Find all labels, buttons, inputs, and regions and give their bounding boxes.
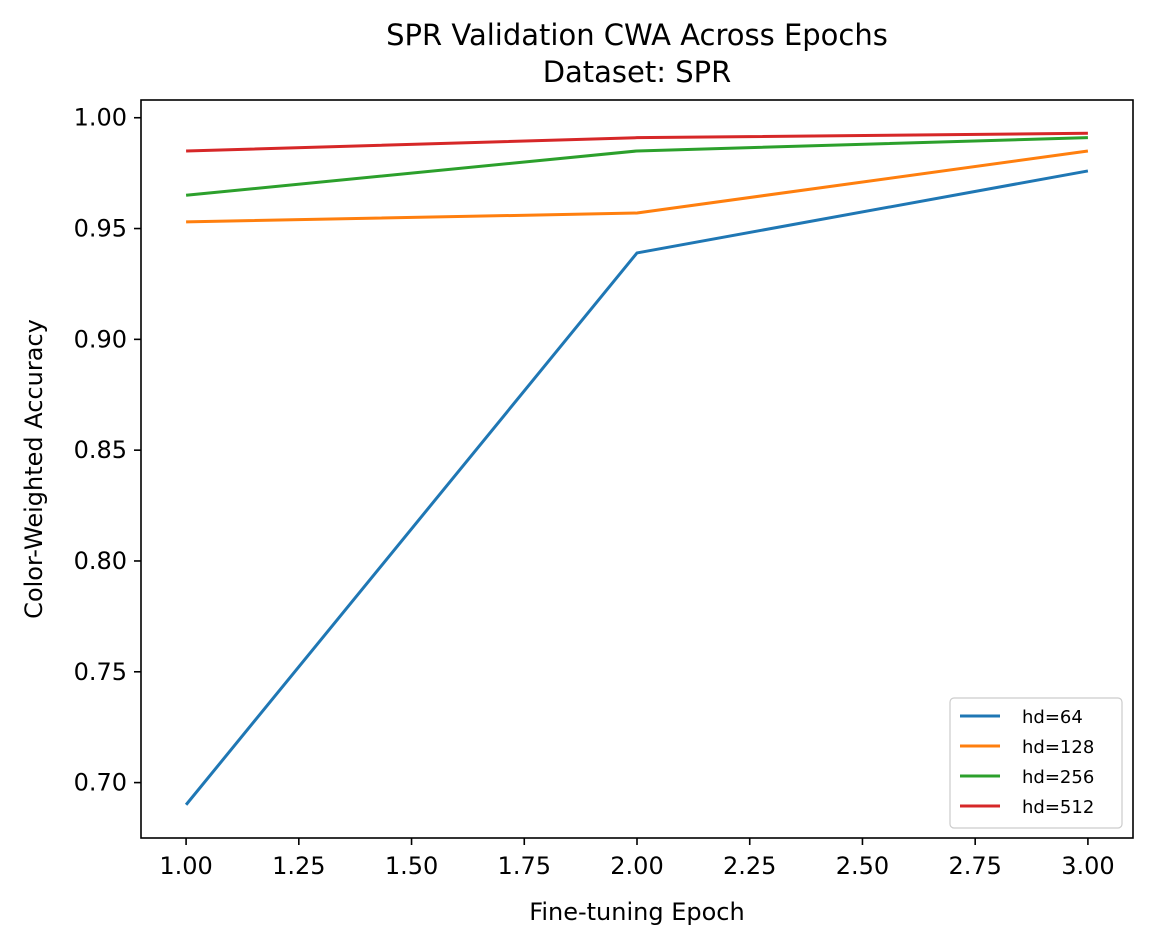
x-axis-label: Fine-tuning Epoch — [529, 898, 744, 926]
y-tick-label: 0.70 — [74, 769, 127, 797]
y-axis-label: Color-Weighted Accuracy — [20, 319, 48, 619]
x-tick-label: 2.50 — [836, 852, 889, 880]
y-tick-label: 0.80 — [74, 547, 127, 575]
chart-title: SPR Validation CWA Across Epochs — [386, 18, 888, 52]
series-line-hd-512 — [186, 131, 1088, 153]
y-tick-label: 0.85 — [74, 436, 127, 464]
x-tick-label: 2.75 — [948, 852, 1001, 880]
x-tick-label: 1.00 — [159, 852, 212, 880]
legend: hd=64 hd=128 hd=256 hd=512 — [949, 697, 1123, 829]
y-axis-ticks: 0.70 0.75 0.80 0.85 0.90 0.95 1.00 — [74, 104, 141, 797]
x-tick-label: 2.00 — [610, 852, 663, 880]
x-tick-label: 1.50 — [385, 852, 438, 880]
legend-label: hd=128 — [1022, 737, 1094, 758]
x-tick-label: 3.00 — [1061, 852, 1114, 880]
legend-label: hd=512 — [1022, 797, 1094, 818]
x-tick-label: 1.25 — [272, 852, 325, 880]
x-axis-ticks: 1.00 1.25 1.50 1.75 2.00 2.25 2.50 2.75 3.00 — [159, 838, 1115, 880]
plot-frame — [140, 99, 1134, 839]
y-tick-label: 0.90 — [74, 325, 127, 353]
x-tick-label: 1.75 — [498, 852, 551, 880]
x-tick-label: 2.25 — [723, 852, 776, 880]
series-line-hd-128 — [186, 149, 1089, 224]
y-tick-label: 1.00 — [74, 104, 127, 132]
legend-label: hd=64 — [1022, 707, 1083, 728]
y-tick-label: 0.75 — [74, 658, 127, 686]
series-line-hd-256 — [185, 136, 1088, 197]
legend-box — [949, 697, 1123, 829]
y-tick-label: 0.95 — [74, 215, 127, 243]
series-line-hd-64 — [184, 169, 1089, 806]
chart-subtitle: Dataset: SPR — [543, 55, 732, 89]
legend-label: hd=256 — [1022, 767, 1094, 788]
series-lines — [184, 131, 1089, 806]
